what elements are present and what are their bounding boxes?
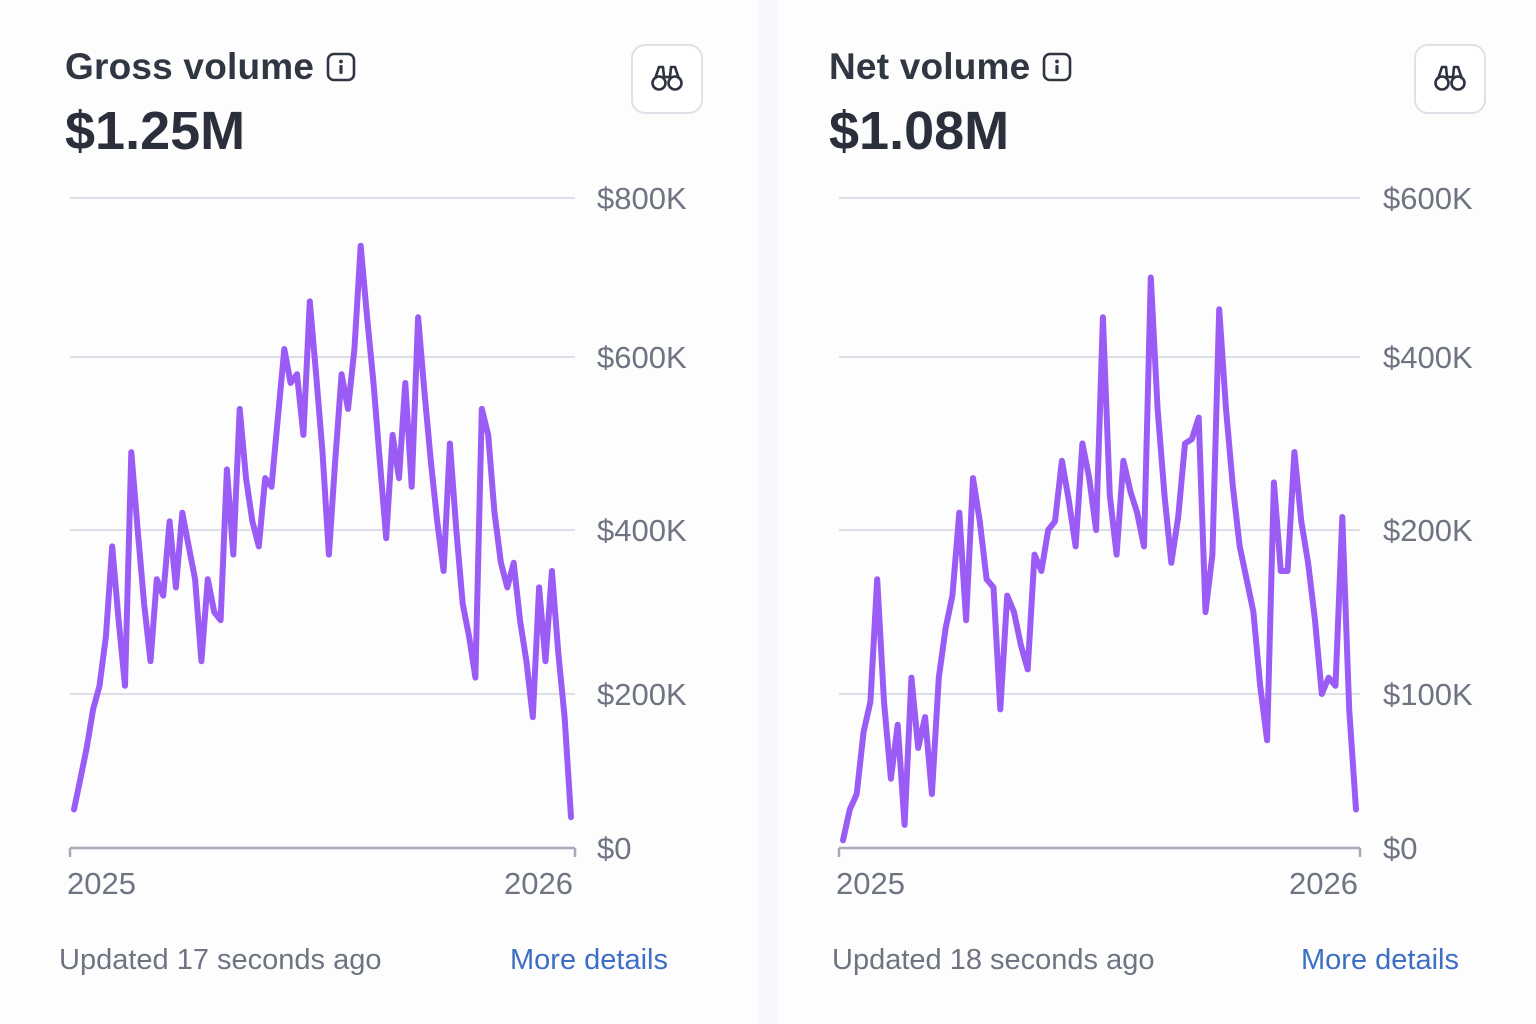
- x-tick-label: 2026: [1289, 866, 1358, 901]
- x-tick-label: 2025: [836, 866, 905, 901]
- card-header: Gross volume: [65, 46, 356, 88]
- info-icon[interactable]: [1042, 52, 1072, 82]
- y-tick-label: $0: [1383, 831, 1417, 866]
- chart-y-tick-labels: $0 $200K $400K $600K $800K: [597, 181, 687, 866]
- card-title: Net volume: [829, 46, 1031, 87]
- info-icon[interactable]: [326, 52, 356, 82]
- card-title: Gross volume: [65, 46, 315, 87]
- y-tick-label: $400K: [1383, 340, 1473, 375]
- card-header: Net volume: [829, 46, 1072, 88]
- y-tick-label: $600K: [597, 340, 687, 375]
- updated-timestamp: Updated 17 seconds ago: [59, 944, 382, 976]
- y-tick-label: $400K: [597, 513, 687, 548]
- chart-x-tick-labels: 2025 2026: [836, 866, 1358, 901]
- y-tick-label: $800K: [597, 181, 687, 216]
- x-tick-label: 2025: [67, 866, 136, 901]
- y-tick-label: $0: [597, 831, 631, 866]
- binoculars-icon: [1433, 63, 1467, 96]
- x-tick-label: 2026: [504, 866, 573, 901]
- net-volume-line: [840, 274, 1359, 844]
- explore-button[interactable]: [1414, 44, 1486, 114]
- gross-volume-line: [71, 242, 574, 821]
- y-tick-label: $200K: [1383, 513, 1473, 548]
- gross-volume-card: Gross volume $1.25M: [0, 0, 758, 1024]
- net-volume-amount: $1.08M: [829, 101, 1010, 161]
- chart-x-tick-labels: 2025 2026: [67, 866, 573, 901]
- binoculars-icon: [650, 63, 684, 96]
- gross-volume-chart: $0 $200K $400K $600K $800K 2025 2026: [67, 181, 687, 901]
- chart-y-tick-labels: $0 $100K $200K $400K $600K: [1383, 181, 1473, 866]
- y-tick-label: $200K: [597, 677, 687, 712]
- net-volume-card: Net volume $1.08M: [778, 0, 1536, 1024]
- explore-button[interactable]: [631, 44, 703, 114]
- chart-x-axis: [68, 846, 577, 857]
- chart-x-axis: [837, 846, 1362, 857]
- more-details-link[interactable]: More details: [510, 944, 668, 976]
- more-details-link[interactable]: More details: [1301, 944, 1459, 976]
- net-volume-chart: $0 $100K $200K $400K $600K 2025 2026: [836, 181, 1473, 901]
- y-tick-label: $600K: [1383, 181, 1473, 216]
- gross-volume-amount: $1.25M: [65, 101, 246, 161]
- updated-timestamp: Updated 18 seconds ago: [832, 944, 1155, 976]
- chart-gridlines: [70, 197, 575, 695]
- y-tick-label: $100K: [1383, 677, 1473, 712]
